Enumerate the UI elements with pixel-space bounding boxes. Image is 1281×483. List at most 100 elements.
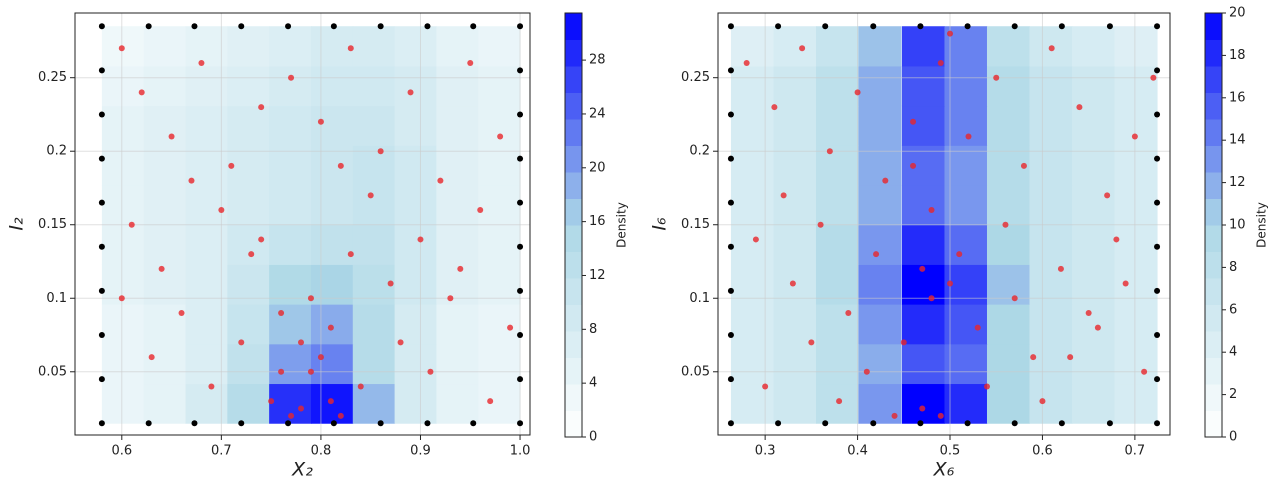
density-cell xyxy=(1114,105,1158,146)
density-cell xyxy=(394,304,437,345)
point xyxy=(1141,368,1148,375)
density-cell xyxy=(1072,304,1116,345)
point xyxy=(919,405,926,412)
density-cell xyxy=(101,145,145,186)
point xyxy=(417,236,424,243)
density-cell xyxy=(185,304,228,345)
density-cell xyxy=(227,383,270,424)
point xyxy=(919,265,926,272)
point xyxy=(98,376,105,383)
point xyxy=(168,133,175,140)
density-cell xyxy=(436,224,479,265)
point xyxy=(191,420,198,427)
point xyxy=(775,420,782,427)
density-cell xyxy=(310,304,354,345)
y-tick-label: 0.2 xyxy=(689,144,710,159)
colorbar-band xyxy=(1205,13,1222,40)
point xyxy=(367,192,374,199)
point xyxy=(826,148,833,155)
point xyxy=(727,199,734,206)
point xyxy=(128,221,135,228)
colorbar-band xyxy=(565,172,582,199)
point xyxy=(424,420,431,427)
point xyxy=(1154,287,1161,294)
density-cell xyxy=(730,343,774,385)
density-cell xyxy=(901,65,945,107)
point xyxy=(467,59,474,66)
density-cell xyxy=(269,26,312,67)
density-cell xyxy=(436,145,479,186)
colorbar-tick-label: 10 xyxy=(1229,218,1246,233)
density-cell xyxy=(394,145,437,186)
point xyxy=(947,30,954,37)
point xyxy=(1154,111,1161,118)
x-tick-label: 0.7 xyxy=(1125,444,1146,459)
point xyxy=(993,74,1000,81)
point xyxy=(1113,236,1120,243)
density-cell xyxy=(436,26,479,67)
point xyxy=(98,111,105,118)
density-cell xyxy=(815,65,859,107)
density-cell xyxy=(901,26,945,67)
density-cell xyxy=(815,26,859,67)
x-tick-label: 0.9 xyxy=(410,444,431,459)
point xyxy=(437,177,444,184)
y-tick-label: 0.15 xyxy=(681,217,710,232)
density-cell xyxy=(143,383,187,424)
density-cell xyxy=(394,105,437,146)
point xyxy=(470,23,477,30)
point xyxy=(956,251,963,258)
point xyxy=(1030,354,1037,361)
density-cell xyxy=(944,185,988,226)
point xyxy=(937,59,944,66)
point xyxy=(789,280,796,287)
point xyxy=(517,420,524,427)
colorbar-tick-label: 20 xyxy=(1229,6,1246,21)
density-cell xyxy=(986,304,1031,345)
density-cell xyxy=(478,224,521,265)
point xyxy=(307,295,314,302)
density-cell xyxy=(815,343,859,385)
colorbar-band xyxy=(565,357,582,385)
point xyxy=(1131,133,1138,140)
point xyxy=(917,23,924,30)
density-cell xyxy=(1114,26,1158,67)
point xyxy=(817,221,824,228)
point xyxy=(148,354,155,361)
point xyxy=(822,23,829,30)
density-cell xyxy=(436,185,479,226)
point xyxy=(285,420,292,427)
point xyxy=(1011,23,1018,30)
density-cell xyxy=(310,224,354,265)
point xyxy=(1154,243,1161,250)
density-cell xyxy=(944,65,988,107)
colorbar-tick-label: 28 xyxy=(589,53,606,68)
density-cell xyxy=(352,383,396,424)
density-cell xyxy=(101,105,145,146)
colorbar-tick-label: 8 xyxy=(1229,260,1237,275)
density-cell xyxy=(773,304,817,345)
point xyxy=(780,192,787,199)
density-cell xyxy=(227,26,270,67)
density-cell xyxy=(730,224,774,265)
point xyxy=(517,155,524,162)
colorbar-band xyxy=(1205,92,1222,120)
colorbar-frame xyxy=(564,12,583,438)
point xyxy=(1154,376,1161,383)
colorbar-band xyxy=(1205,251,1222,279)
point xyxy=(727,332,734,339)
point xyxy=(487,398,494,405)
x-tick-label: 0.7 xyxy=(211,444,232,459)
colorbar-label: Density xyxy=(1255,202,1269,248)
density-cell xyxy=(858,224,902,265)
density-cell xyxy=(310,105,354,146)
axes-frame xyxy=(74,12,531,436)
point xyxy=(983,383,990,390)
density-cell xyxy=(901,105,945,146)
subplot: 0.3 0.4 0.5 0.6 0.7 0.05 0.1 0.15 0.2 0.25 X₆ I₆ 0 2 4… xyxy=(649,6,1269,481)
point xyxy=(178,309,185,316)
point xyxy=(288,74,295,81)
point xyxy=(288,412,295,419)
point xyxy=(377,23,384,30)
density-cell xyxy=(858,65,902,107)
